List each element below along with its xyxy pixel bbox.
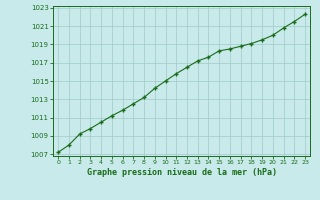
X-axis label: Graphe pression niveau de la mer (hPa): Graphe pression niveau de la mer (hPa) [87, 168, 276, 177]
